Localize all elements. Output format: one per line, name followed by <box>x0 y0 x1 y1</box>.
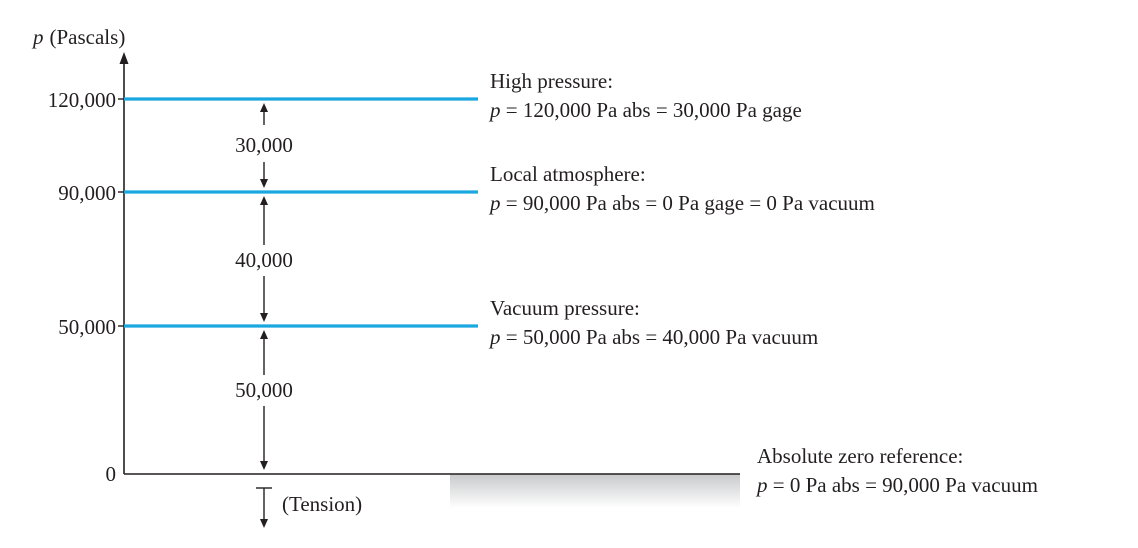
difference-label-1: 30,000 <box>235 133 293 157</box>
level-equation-high-pressure: p = 120,000 Pa abs = 30,000 Pa gage <box>488 98 802 122</box>
tick-label-50000: 50,000 <box>58 315 116 339</box>
axis-arrowhead <box>119 52 129 64</box>
difference-arrow-3 <box>260 330 268 470</box>
difference-arrow-1 <box>260 103 268 188</box>
axis-symbol: p <box>31 25 44 49</box>
level-title-vacuum-pressure: Vacuum pressure: <box>490 296 640 320</box>
axis-title: p (Pascals) <box>31 25 125 49</box>
difference-label-3: 50,000 <box>235 378 293 402</box>
tension-label: (Tension) <box>282 492 362 516</box>
axis-unit-label: (Pascals) <box>50 25 126 49</box>
tension-arrow <box>256 487 272 528</box>
level-equation-absolute-zero: p = 0 Pa abs = 90,000 Pa vacuum <box>755 473 1038 497</box>
level-title-high-pressure: High pressure: <box>490 69 613 93</box>
level-title-absolute-zero: Absolute zero reference: <box>757 444 963 468</box>
tick-label-90000: 90,000 <box>58 181 116 205</box>
tick-label-120000: 120,000 <box>48 88 116 112</box>
level-equation-local-atmosphere: p = 90,000 Pa abs = 0 Pa gage = 0 Pa vac… <box>488 191 875 215</box>
level-title-local-atmosphere: Local atmosphere: <box>490 162 646 186</box>
ground-shading <box>450 474 740 508</box>
tick-label-0: 0 <box>106 462 117 486</box>
difference-label-2: 40,000 <box>235 248 293 272</box>
level-equation-vacuum-pressure: p = 50,000 Pa abs = 40,000 Pa vacuum <box>488 325 818 349</box>
difference-arrow-2 <box>260 196 268 322</box>
